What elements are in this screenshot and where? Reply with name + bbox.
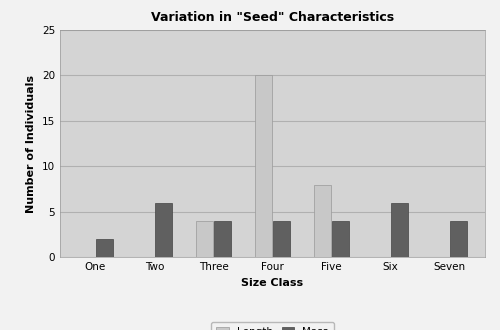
Bar — [450, 221, 466, 257]
Bar — [332, 221, 348, 257]
X-axis label: Size Class: Size Class — [242, 278, 304, 288]
Bar — [314, 184, 331, 257]
Bar — [214, 221, 230, 257]
Bar — [155, 203, 172, 257]
Title: Variation in "Seed" Characteristics: Variation in "Seed" Characteristics — [151, 11, 394, 24]
Y-axis label: Number of Individuals: Number of Individuals — [26, 75, 36, 213]
Bar — [273, 221, 289, 257]
Bar — [196, 221, 213, 257]
Legend: Length, Mass: Length, Mass — [211, 322, 334, 330]
Bar — [256, 75, 272, 257]
Bar — [391, 203, 407, 257]
Bar — [96, 239, 112, 257]
